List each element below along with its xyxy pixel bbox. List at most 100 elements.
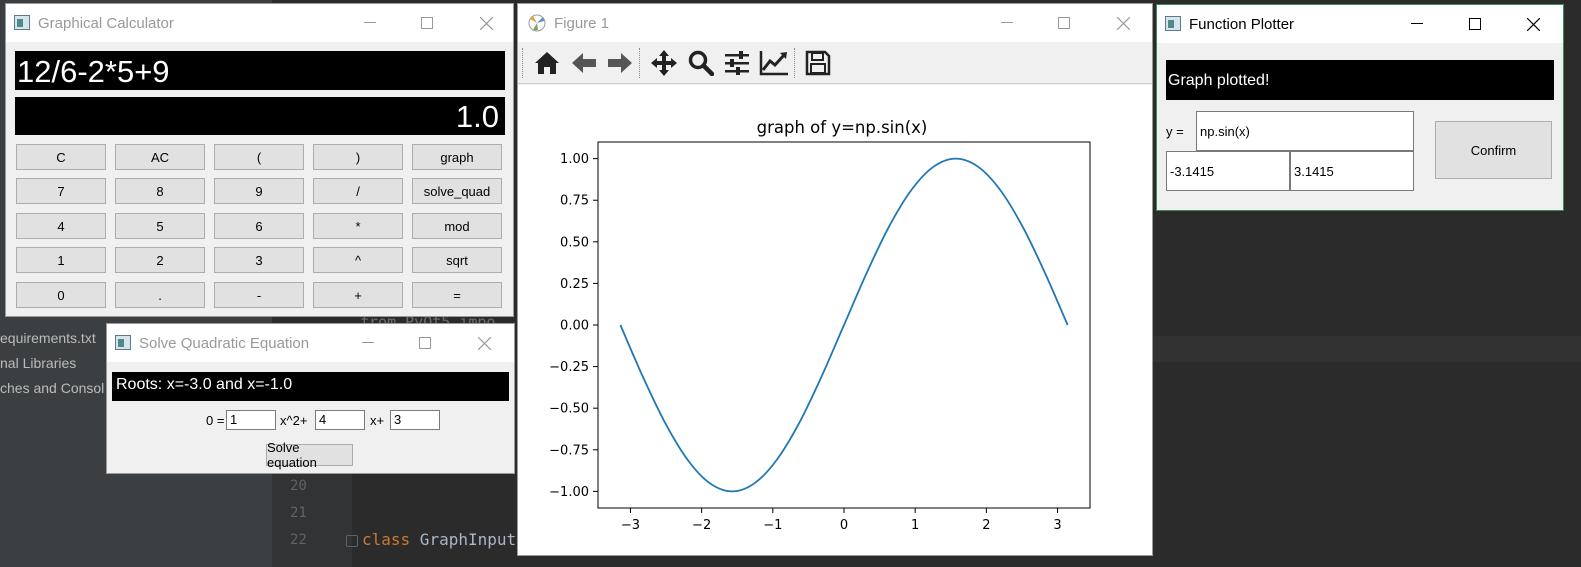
x-min-input[interactable]: -3.1415 [1166,151,1290,191]
y-tick-label: −0.25 [549,360,589,375]
line-number: 21 [290,505,307,521]
y-tick-label: 0.25 [560,277,589,292]
function-input[interactable]: np.sin(x) [1196,111,1414,151]
app-icon [115,335,131,350]
divide-button[interactable]: / [313,178,403,204]
zoom-icon[interactable] [686,48,716,78]
close-paren-button[interactable]: ) [313,144,403,170]
line-number: 22 [290,532,307,548]
save-icon[interactable] [803,48,833,78]
y-equals-label: y = [1166,124,1184,139]
quadratic-window: Solve Quadratic Equation Roots: x=-3.0 a… [106,323,515,474]
close-icon[interactable] [1100,4,1146,42]
expression-display: 12/6-2*5+9 [15,51,505,90]
plus-button[interactable]: + [313,282,403,308]
x-max-input[interactable]: 3.1415 [1290,151,1414,191]
digit-0-button[interactable]: 0 [16,282,106,308]
y-axis: 1.00 0.75 0.50 0.25 0.00 −0.25 −0.50 −0.75 −1.00 [549,152,598,500]
plotter-window: Function Plotter Graph plotted! y = np.s… [1156,4,1564,211]
ide-current-line-highlight [1152,336,1581,362]
x-tick-label: 0 [840,518,848,533]
y-tick-label: −0.75 [549,443,589,458]
calculator-titlebar[interactable]: Graphical Calculator [6,4,513,42]
digit-3-button[interactable]: 3 [214,247,304,273]
figure-window: Figure 1 [517,3,1153,556]
coefficient-a-input[interactable]: 1 [226,410,276,430]
matplotlib-icon [527,13,547,33]
equals-button[interactable]: = [412,282,502,308]
sine-plot[interactable]: graph of y=np.sin(x) −3 −2 −1 0 1 2 3 1.00 0.75… [518,85,1152,556]
close-icon[interactable] [1510,5,1556,43]
window-title: Solve Quadratic Equation [139,335,310,352]
power-button[interactable]: ^ [313,247,403,273]
minimize-icon[interactable] [345,324,391,362]
project-item-scratches[interactable]: ches and Consol [0,380,105,396]
x-axis: −3 −2 −1 0 1 2 3 [621,508,1062,533]
fold-marker-icon[interactable] [346,535,358,547]
roots-display: Roots: x=-3.0 and x=-1.0 [112,372,509,401]
x-tick-label: −3 [621,518,640,533]
solve-equation-button[interactable]: Solve equation [266,440,353,470]
back-icon[interactable] [569,48,599,78]
minimize-icon[interactable] [984,4,1030,42]
figure-canvas[interactable]: graph of y=np.sin(x) −3 −2 −1 0 1 2 3 1.00 0.75… [518,85,1152,555]
clear-button[interactable]: C [16,144,106,170]
close-icon[interactable] [461,324,507,362]
forward-icon[interactable] [605,48,635,78]
minimize-icon[interactable] [347,4,393,42]
line-number: 20 [290,478,307,494]
app-icon [14,15,30,30]
window-title: Figure 1 [554,15,610,32]
minimize-icon[interactable] [1394,5,1440,43]
edit-axis-icon[interactable] [759,48,789,78]
digit-2-button[interactable]: 2 [115,247,205,273]
pan-icon[interactable] [649,48,679,78]
minus-button[interactable]: - [214,282,304,308]
coefficient-c-input[interactable]: 3 [390,410,440,430]
toolbar-separator [794,48,795,78]
maximize-icon[interactable] [404,4,450,42]
project-item-requirements[interactable]: equirements.txt [0,330,96,346]
digit-9-button[interactable]: 9 [214,178,304,204]
digit-7-button[interactable]: 7 [16,178,106,204]
digit-4-button[interactable]: 4 [16,213,106,239]
window-title: Function Plotter [1189,16,1295,33]
close-icon[interactable] [463,4,509,42]
open-paren-button[interactable]: ( [214,144,304,170]
graph-button[interactable]: graph [412,144,502,170]
digit-5-button[interactable]: 5 [115,213,205,239]
y-tick-label: −0.50 [549,402,589,417]
quadratic-titlebar[interactable]: Solve Quadratic Equation [107,324,514,362]
decimal-button[interactable]: . [115,282,205,308]
maximize-icon[interactable] [1452,5,1498,43]
figure-titlebar[interactable]: Figure 1 [518,4,1152,42]
multiply-button[interactable]: * [313,213,403,239]
series-line [619,157,1069,493]
coefficient-b-input[interactable]: 4 [315,410,365,430]
maximize-icon[interactable] [1041,4,1087,42]
code-line[interactable]: class GraphInput [362,530,516,549]
equation-prefix-label: 0 = [206,413,225,428]
code-keyword: class [362,530,411,549]
result-display: 1.0 [15,97,505,135]
maximize-icon[interactable] [402,324,448,362]
configure-subplots-icon[interactable] [722,48,752,78]
y-tick-label: 0.00 [560,319,589,334]
figure-toolbar [518,42,1152,84]
toolbar-grip [522,48,523,78]
plotter-titlebar[interactable]: Function Plotter [1157,5,1563,43]
digit-1-button[interactable]: 1 [16,247,106,273]
sqrt-button[interactable]: sqrt [412,247,502,273]
solve-quad-button[interactable]: solve_quad [412,178,502,204]
digit-8-button[interactable]: 8 [115,178,205,204]
home-icon[interactable] [532,48,562,78]
mod-button[interactable]: mod [412,213,502,239]
confirm-button[interactable]: Confirm [1435,121,1552,179]
digit-6-button[interactable]: 6 [214,213,304,239]
all-clear-button[interactable]: AC [115,144,205,170]
x-tick-label: 3 [1053,518,1061,533]
ide-gutter [272,470,352,567]
code-text: GraphInput [410,530,517,549]
x-squared-label: x^2+ [280,413,308,428]
project-item-libraries[interactable]: nal Libraries [0,355,77,371]
